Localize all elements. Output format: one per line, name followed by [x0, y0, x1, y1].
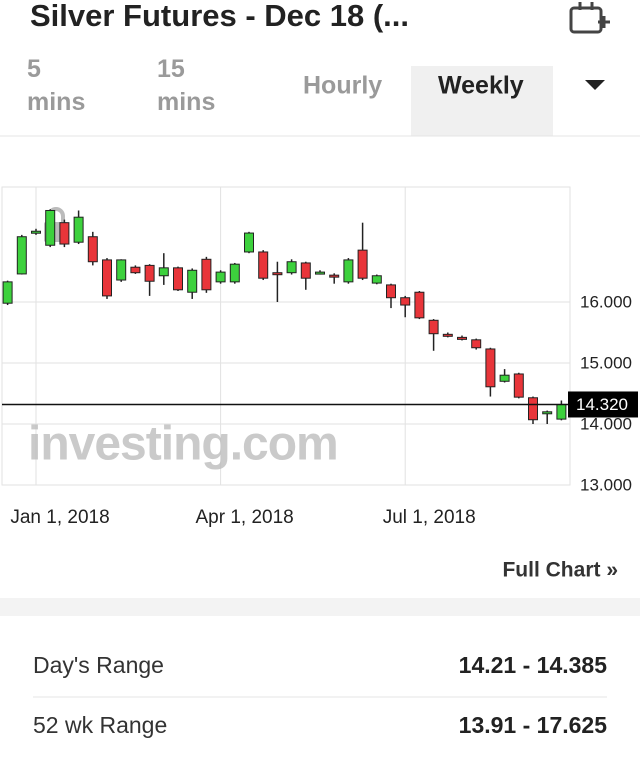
candle-body — [258, 251, 269, 279]
last-price-box — [568, 391, 638, 418]
y-tick-label: 13.000 — [580, 475, 632, 494]
candle-body — [528, 397, 538, 421]
stat-value: 13.91 - 17.625 — [459, 712, 608, 738]
candle-body — [116, 259, 127, 281]
candle-body — [329, 274, 340, 278]
candle-body — [499, 374, 510, 382]
candle-body — [357, 249, 368, 279]
candle-body — [158, 267, 169, 277]
tab[interactable]: Hourly — [303, 72, 382, 100]
candle-body — [386, 284, 396, 299]
candle-body — [300, 262, 311, 279]
candle-body — [400, 297, 411, 306]
last-price-label: 14.320 — [576, 395, 628, 414]
y-tick-label: 16.000 — [580, 292, 632, 311]
candle-body — [244, 232, 254, 253]
stat-label: 52 wk Range — [33, 712, 167, 738]
candle-body — [442, 333, 453, 337]
tab-selected-bg — [411, 66, 553, 136]
candle-body — [45, 209, 56, 246]
candle-body — [59, 222, 70, 245]
candle-body — [73, 216, 84, 243]
candle-body — [215, 271, 226, 283]
candle-body — [542, 411, 553, 415]
tab[interactable]: 5 mins — [27, 55, 85, 116]
y-tick-label: 15.000 — [580, 353, 632, 372]
candle-body — [16, 236, 27, 275]
header-bg — [0, 0, 640, 66]
candle-body — [457, 336, 467, 340]
x-tick-label: Jul 1, 2018 — [383, 507, 476, 528]
candle-body — [286, 261, 297, 274]
candle-body — [31, 230, 41, 234]
candle-body — [272, 272, 283, 276]
candle-body — [428, 319, 439, 335]
candle-body — [201, 258, 212, 291]
watermark: investing.com — [28, 418, 338, 471]
candle-body — [87, 236, 98, 263]
candle-body — [173, 267, 183, 291]
tab[interactable]: Weekly — [438, 72, 524, 100]
candle-body — [2, 281, 13, 304]
candle-body — [343, 259, 354, 283]
stat-value: 14.21 - 14.385 — [459, 652, 608, 678]
candle-body — [513, 373, 524, 398]
candle-body — [144, 264, 155, 282]
candle-body — [102, 259, 112, 297]
tab[interactable]: 15 mins — [157, 55, 215, 116]
title: Silver Futures - Dec 18 (... — [30, 0, 409, 33]
candle-body — [229, 263, 240, 283]
y-tick-label: 14.000 — [580, 414, 632, 433]
section-gap — [0, 598, 640, 616]
x-tick-label: Apr 1, 2018 — [195, 507, 293, 528]
candle-body — [130, 266, 141, 274]
candle-body — [556, 403, 567, 420]
stat-label: Day's Range — [33, 652, 164, 678]
candle-body — [485, 348, 496, 388]
candle-body — [471, 339, 482, 349]
add-watchlist-icon[interactable] — [569, 2, 610, 34]
x-tick-label: Jan 1, 2018 — [10, 507, 109, 528]
full-chart-link[interactable]: Full Chart » — [502, 559, 618, 582]
tab-dropdown[interactable] — [585, 80, 605, 90]
candle-body — [414, 291, 425, 319]
candle-body — [187, 269, 198, 293]
candle-body — [371, 275, 382, 284]
candle-body — [315, 271, 325, 275]
